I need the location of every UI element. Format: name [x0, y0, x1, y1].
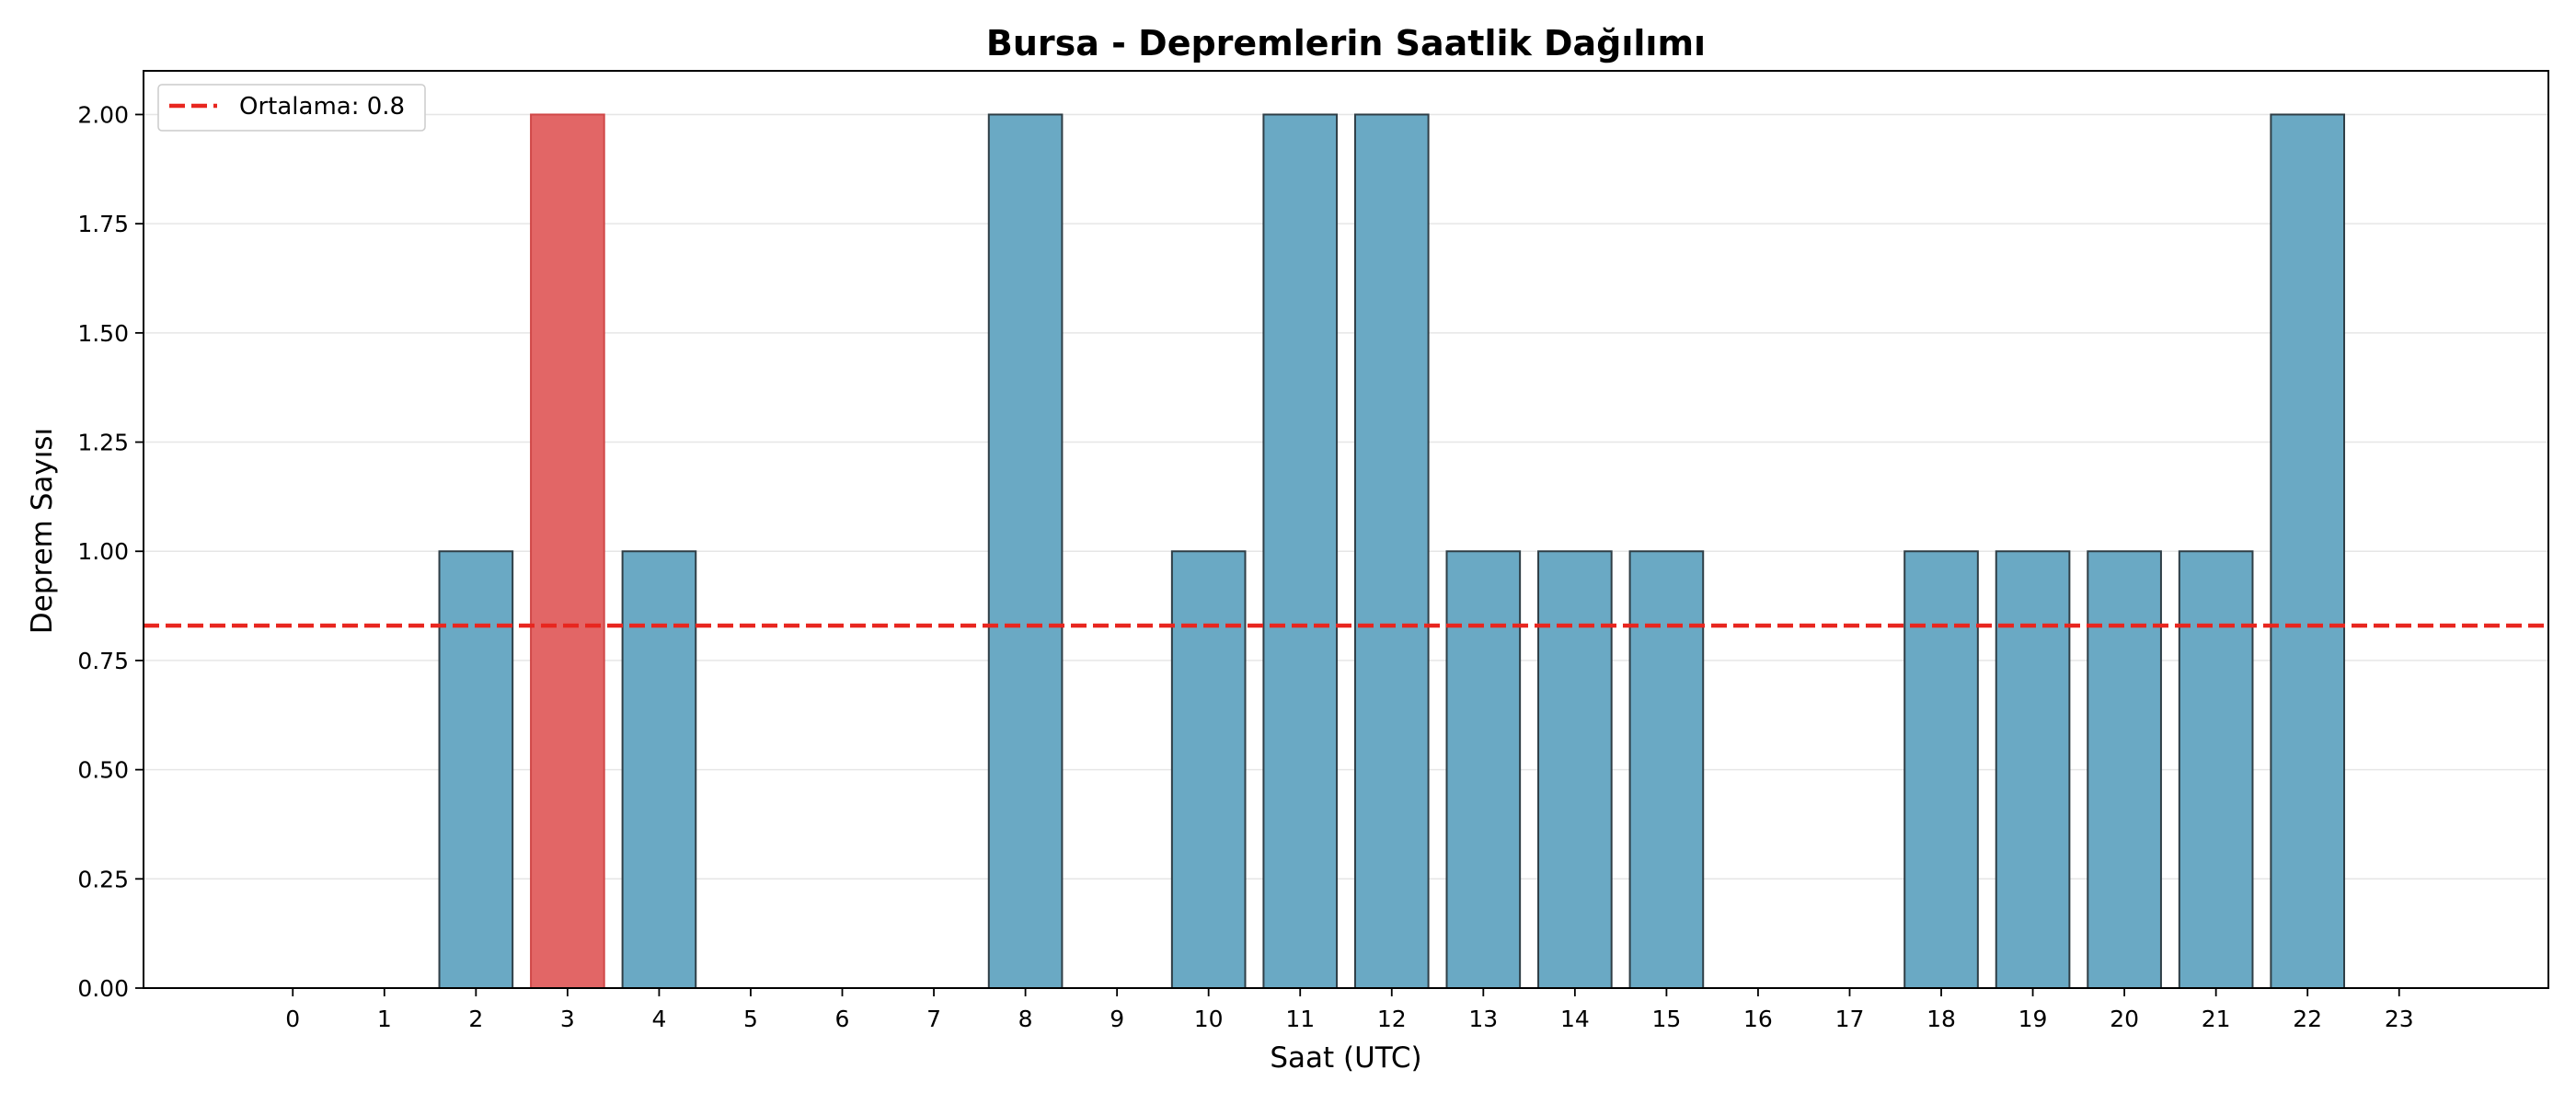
- y-tick-label: 0.00: [77, 975, 129, 1002]
- bar-hour-4: [621, 550, 697, 989]
- x-tick-label: 11: [1285, 1006, 1315, 1032]
- x-tick-label: 6: [835, 1006, 850, 1032]
- bar-hour-21: [2178, 550, 2254, 989]
- x-tick-label: 21: [2202, 1006, 2231, 1032]
- x-tick-label: 13: [1468, 1006, 1498, 1032]
- x-tick-label: 3: [560, 1006, 575, 1032]
- x-tick-label: 1: [377, 1006, 392, 1032]
- x-axis: 0 1 2 3 4 5 6 7 8 9 10 11 12 13 14 15 16 17 18 19 20 21 22 23: [285, 988, 2414, 1032]
- x-tick-label: 7: [926, 1006, 941, 1032]
- y-tick-label: 2.00: [77, 101, 129, 128]
- x-tick-label: 5: [743, 1006, 758, 1032]
- bar-hour-18: [1903, 550, 1979, 989]
- x-tick-label: 0: [285, 1006, 300, 1032]
- legend-mean-label: Ortalama: 0.8: [239, 93, 405, 121]
- x-tick-label: 23: [2385, 1006, 2414, 1032]
- x-tick-label: 8: [1018, 1006, 1033, 1032]
- x-tick-label: 16: [1743, 1006, 1773, 1032]
- bar-hour-12: [1353, 113, 1430, 989]
- y-tick-label: 1.25: [77, 430, 129, 456]
- legend: Ortalama: 0.8: [157, 84, 426, 132]
- bar-hour-14: [1537, 550, 1613, 989]
- y-tick-label: 0.75: [77, 648, 129, 674]
- x-tick-label: 10: [1194, 1006, 1224, 1032]
- y-axis-label: Deprem Sayısı: [26, 428, 59, 634]
- y-tick-label: 0.25: [77, 866, 129, 892]
- x-tick-label: 12: [1377, 1006, 1407, 1032]
- x-tick-label: 18: [1926, 1006, 1956, 1032]
- y-tick-label: 1.75: [77, 211, 129, 237]
- bar-hour-13: [1445, 550, 1522, 989]
- axes-frame: [143, 70, 2549, 989]
- legend-box: [157, 84, 426, 132]
- x-tick-label: 19: [2018, 1006, 2048, 1032]
- y-tick-label: 1.00: [77, 538, 129, 565]
- x-tick-label: 15: [1651, 1006, 1681, 1032]
- x-tick-label: 14: [1560, 1006, 1590, 1032]
- bar-hour-22: [2270, 113, 2346, 989]
- bar-hour-8: [987, 113, 1064, 989]
- bar-hour-15: [1628, 550, 1705, 989]
- x-tick-label: 20: [2110, 1006, 2139, 1032]
- chart-title: Bursa - Depremlerin Saatlik Dağılımı: [986, 23, 1706, 63]
- bar-hour-11: [1262, 113, 1339, 989]
- x-tick-label: 2: [468, 1006, 483, 1032]
- y-axis: 0.00 0.25 0.50 0.75 1.00 1.25 1.50 1.75 2.00: [77, 101, 144, 1002]
- bar-hour-2: [438, 550, 514, 989]
- x-axis-label: Saat (UTC): [1270, 1041, 1421, 1075]
- bar-hour-19: [1995, 550, 2071, 989]
- x-tick-label: 17: [1835, 1006, 1865, 1032]
- x-tick-label: 22: [2293, 1006, 2322, 1032]
- y-tick-label: 1.50: [77, 320, 129, 347]
- bar-hour-10: [1170, 550, 1247, 989]
- x-tick-label: 4: [651, 1006, 666, 1032]
- bar-hour-3: [530, 113, 605, 989]
- y-tick-label: 0.50: [77, 757, 129, 784]
- bar-hour-20: [2087, 550, 2162, 989]
- x-tick-label: 9: [1110, 1006, 1124, 1032]
